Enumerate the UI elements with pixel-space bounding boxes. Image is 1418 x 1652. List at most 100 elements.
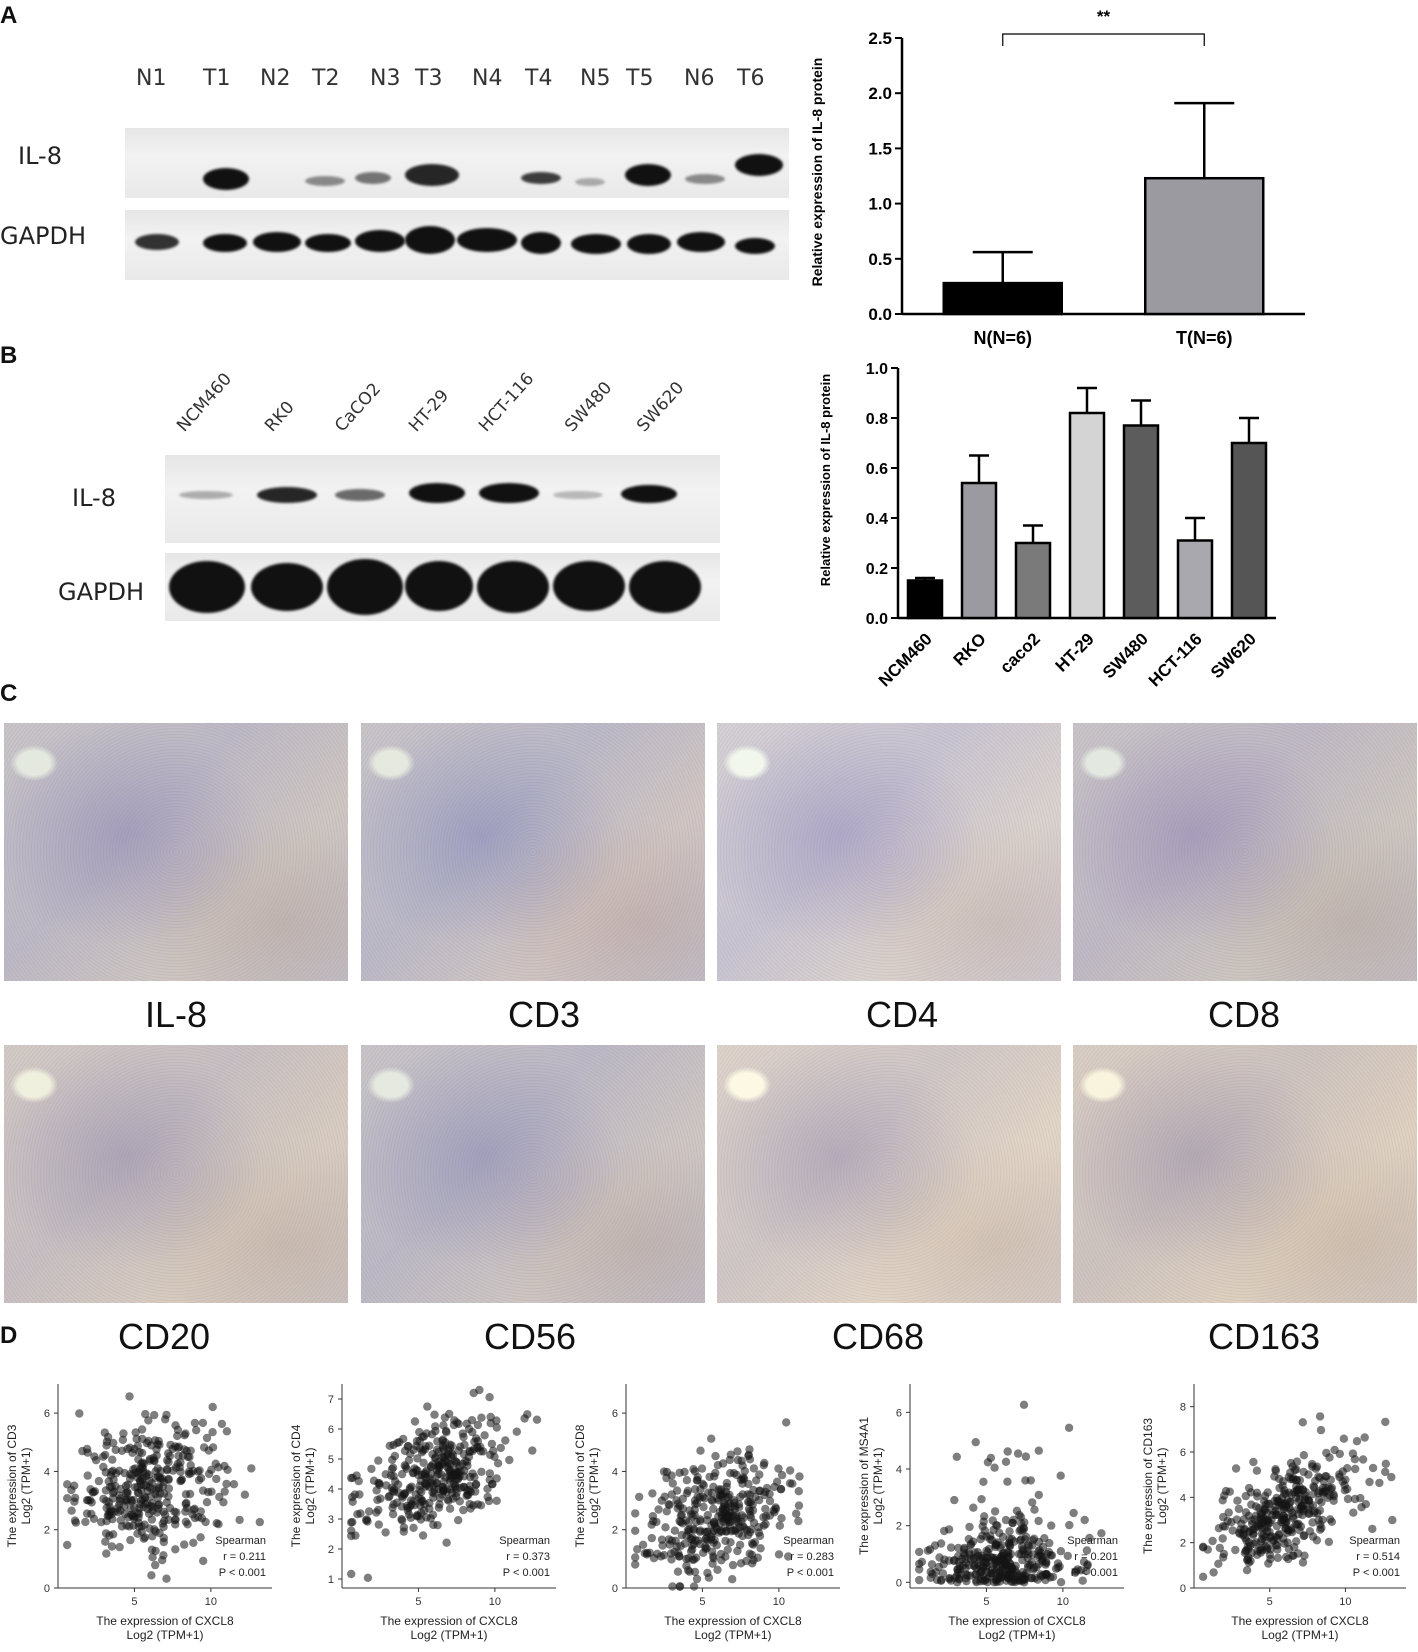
scatter-point <box>1325 1515 1335 1524</box>
ihc-image-cd8 <box>1073 723 1417 981</box>
scatter-point <box>143 1486 152 1496</box>
scatter-point <box>1065 1520 1074 1530</box>
scatter-point <box>1249 1530 1258 1539</box>
scatter-point <box>388 1463 398 1472</box>
scatter-point <box>1199 1543 1208 1552</box>
scatter-point <box>770 1482 779 1492</box>
lane-label: N1 <box>136 66 167 91</box>
scatter-point <box>1323 1493 1332 1502</box>
scatter-point <box>151 1467 160 1476</box>
scatter-point <box>1239 1515 1249 1524</box>
scatter-point <box>739 1513 748 1522</box>
scatter-point <box>109 1438 118 1448</box>
il8-blot-strip <box>125 128 789 198</box>
scatter-point <box>512 1427 521 1436</box>
scatter-point <box>998 1532 1008 1542</box>
scatter-point <box>1242 1566 1252 1575</box>
scatter-point <box>723 1511 733 1521</box>
scatter-point <box>743 1490 752 1499</box>
scatter-point <box>1233 1496 1242 1505</box>
ihc-image-cd68 <box>717 1045 1061 1303</box>
scatter-point <box>1005 1541 1014 1550</box>
lane-label: T6 <box>737 66 765 91</box>
scatter-point <box>1277 1517 1286 1527</box>
scatter-points <box>347 1385 542 1582</box>
scatter-point <box>1000 1571 1009 1581</box>
scatter-point <box>422 1480 431 1490</box>
scatter-point <box>747 1539 757 1548</box>
scatter-point <box>1273 1545 1282 1554</box>
scatter-point <box>165 1451 175 1461</box>
scatter-point <box>435 1461 444 1471</box>
scatter-point <box>477 1467 486 1476</box>
scatter-point <box>1038 1553 1048 1562</box>
scatter-point <box>1252 1466 1262 1475</box>
scatter-point <box>708 1547 717 1556</box>
scatter-point <box>1252 1488 1262 1497</box>
scatter-point <box>688 1541 697 1550</box>
scatter-point <box>1257 1518 1266 1528</box>
y-axis-label: Relative expression of IL-8 protein <box>809 58 825 287</box>
scatter-point <box>409 1523 418 1532</box>
scatter-point <box>642 1548 652 1558</box>
scatter-point <box>1034 1490 1043 1500</box>
panel-b-bar-chart: Relative expression of IL-8 protein 0.0 0… <box>818 361 1276 690</box>
scatter-point <box>108 1466 118 1475</box>
scatter-point <box>202 1498 212 1507</box>
y-tick-label: 1 <box>328 1574 334 1586</box>
lane-label: N2 <box>260 66 291 91</box>
scatter-point <box>148 1553 157 1562</box>
bar <box>1176 539 1214 620</box>
x-tick-label: HT-29 <box>1052 629 1098 675</box>
scatter-point <box>1053 1563 1063 1572</box>
lane-label: T3 <box>415 66 443 91</box>
bar <box>1230 441 1268 620</box>
scatter-point <box>1263 1488 1272 1497</box>
scatter-point <box>145 1509 154 1518</box>
y-axis-label: Relative expression of IL-8 protein <box>818 374 833 586</box>
blot-row-label-il8: IL-8 <box>18 142 62 170</box>
scatter-point <box>129 1495 138 1505</box>
scatter-point <box>171 1421 180 1430</box>
bar <box>1122 424 1160 620</box>
scatter-point <box>140 1533 150 1542</box>
scatter-point <box>971 1438 980 1447</box>
scatter-point <box>145 1476 154 1486</box>
scatter-point <box>1241 1491 1250 1501</box>
scatter-point <box>1240 1548 1250 1558</box>
scatter-point <box>653 1549 662 1558</box>
scatter-point <box>1284 1554 1293 1564</box>
scatter-point <box>738 1479 747 1488</box>
scatter-point <box>1299 1467 1308 1477</box>
bar <box>1144 176 1265 316</box>
scatter-point <box>725 1518 734 1527</box>
scatter-point <box>1349 1508 1358 1517</box>
scatter-point <box>940 1555 949 1564</box>
scatter-point <box>473 1443 482 1452</box>
scatter-point <box>662 1507 671 1516</box>
scatter-point <box>794 1516 803 1526</box>
stat-label: r = 0.514 <box>1356 1551 1400 1563</box>
scatter-point <box>714 1485 723 1494</box>
scatter-point <box>1005 1527 1014 1536</box>
scatter-point <box>721 1536 730 1546</box>
scatter-point <box>1279 1505 1288 1514</box>
scatter-point <box>755 1470 764 1479</box>
scatter-point <box>137 1448 147 1458</box>
x-tick-label: RKO <box>950 629 990 669</box>
panel-label-b: B <box>0 342 18 369</box>
scatter-point <box>1348 1449 1358 1458</box>
scatter-point <box>675 1582 685 1591</box>
scatter-point <box>162 1574 171 1583</box>
scatter-point <box>487 1439 497 1449</box>
x-tick-label: HCT-116 <box>1145 629 1206 690</box>
scatter-point <box>1341 1475 1350 1484</box>
blot-row-label-gapdh: GAPDH <box>58 578 145 606</box>
scatter-point <box>159 1507 168 1516</box>
scatter-point <box>355 1490 364 1499</box>
y-axis-label: The expression of MS4A1 <box>857 1417 871 1555</box>
scatter-point <box>82 1444 92 1454</box>
scatter-point <box>1316 1425 1326 1435</box>
scatter-point <box>134 1509 144 1519</box>
scatter-point <box>753 1553 762 1562</box>
